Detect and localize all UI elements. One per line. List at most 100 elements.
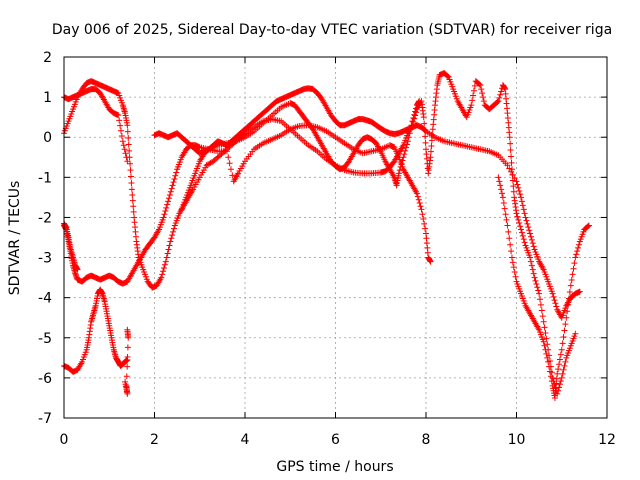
data-point xyxy=(585,222,592,229)
data-point xyxy=(167,188,174,195)
data-point xyxy=(413,105,420,112)
data-point xyxy=(522,214,529,221)
x-tick-label: 0 xyxy=(60,432,69,448)
x-tick-label: 6 xyxy=(331,432,340,448)
data-point xyxy=(403,144,410,151)
data-point xyxy=(543,335,550,342)
data-point xyxy=(400,154,407,161)
data-point xyxy=(130,208,137,215)
data-point xyxy=(169,182,176,189)
data-point xyxy=(427,258,434,265)
data-point xyxy=(511,175,518,182)
data-point xyxy=(401,151,408,158)
data-point xyxy=(160,214,167,221)
data-point xyxy=(506,235,513,242)
y-tick-label: -2 xyxy=(38,210,52,226)
data-point xyxy=(556,361,563,368)
data-point xyxy=(163,254,170,261)
data-point xyxy=(527,233,534,240)
data-point xyxy=(529,266,536,273)
data-point xyxy=(130,203,137,210)
data-point xyxy=(166,191,173,198)
data-point xyxy=(418,206,425,213)
data-point xyxy=(564,308,571,315)
data-point xyxy=(568,277,575,284)
data-point xyxy=(159,271,166,278)
data-point xyxy=(498,186,505,193)
data-point xyxy=(409,118,416,125)
data-point xyxy=(560,333,567,340)
data-point xyxy=(509,171,516,178)
data-point xyxy=(422,139,429,146)
data-point xyxy=(565,301,572,308)
data-point xyxy=(173,169,180,176)
data-point xyxy=(124,344,131,351)
data-point xyxy=(410,114,417,121)
data-point xyxy=(408,122,415,129)
data-point xyxy=(567,282,574,289)
data-point xyxy=(166,242,173,249)
data-point xyxy=(527,254,534,261)
data-point xyxy=(555,366,562,373)
data-point xyxy=(558,374,565,381)
data-point xyxy=(480,94,487,101)
data-point xyxy=(421,120,428,127)
data-point xyxy=(128,186,135,193)
data-point xyxy=(223,148,230,155)
data-point xyxy=(161,264,168,271)
data-point xyxy=(118,127,125,134)
data-point xyxy=(525,224,532,231)
data-point xyxy=(495,98,502,105)
data-point xyxy=(503,216,510,223)
data-point xyxy=(411,111,418,118)
x-tick-label: 10 xyxy=(508,432,526,448)
data-point xyxy=(551,297,558,304)
data-point xyxy=(413,190,420,197)
data-point xyxy=(169,232,176,239)
data-point xyxy=(554,370,561,377)
data-point xyxy=(478,86,485,93)
data-point xyxy=(123,154,130,161)
data-point xyxy=(513,210,520,217)
data-point xyxy=(496,178,503,185)
data-point xyxy=(541,324,548,331)
data-point xyxy=(495,174,502,181)
data-point xyxy=(125,334,132,341)
data-point xyxy=(562,321,569,328)
data-point xyxy=(167,238,174,245)
data-point xyxy=(521,239,528,246)
x-tick-label: 12 xyxy=(598,432,616,448)
data-point xyxy=(170,228,177,235)
data-point xyxy=(542,329,549,336)
data-point xyxy=(515,216,522,223)
data-point xyxy=(533,281,540,288)
data-point xyxy=(543,350,550,357)
data-point xyxy=(556,356,563,363)
data-point xyxy=(560,366,567,373)
gridlines xyxy=(64,57,607,418)
data-point xyxy=(415,196,422,203)
data-point xyxy=(405,134,412,141)
data-point xyxy=(117,122,124,129)
data-point xyxy=(526,227,533,234)
data-point xyxy=(550,293,557,300)
data-point xyxy=(546,363,553,370)
data-point xyxy=(511,268,518,275)
data-point xyxy=(519,232,526,239)
data-point xyxy=(576,288,583,295)
data-point xyxy=(514,181,521,188)
data-point xyxy=(124,122,131,129)
data-point xyxy=(507,147,514,154)
data-point xyxy=(510,183,517,190)
data-point xyxy=(521,210,528,217)
data-point xyxy=(572,330,579,337)
data-point xyxy=(556,381,563,388)
data-point xyxy=(170,225,177,232)
x-tick-label: 8 xyxy=(422,432,431,448)
data-point xyxy=(512,273,519,280)
data-point xyxy=(403,141,410,148)
data-point xyxy=(548,378,555,385)
data-point xyxy=(517,223,524,230)
